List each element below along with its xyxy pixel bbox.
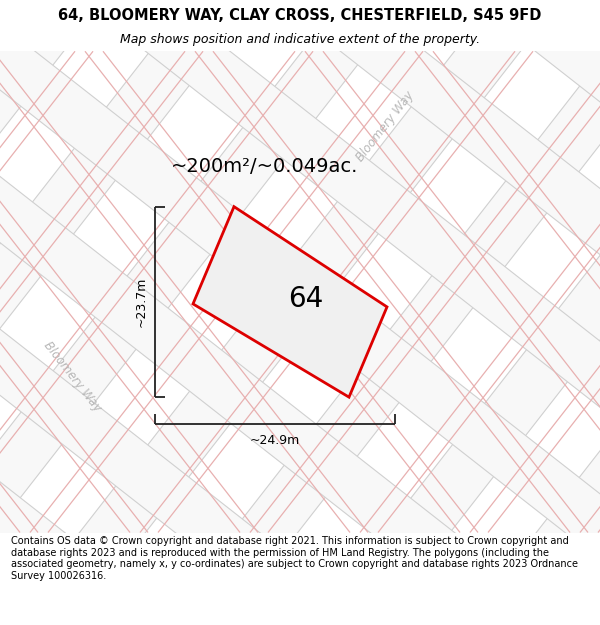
Polygon shape <box>286 142 600 625</box>
Text: 64, BLOOMERY WAY, CLAY CROSS, CHESTERFIELD, S45 9FD: 64, BLOOMERY WAY, CLAY CROSS, CHESTERFIE… <box>58 8 542 23</box>
Text: ~24.9m: ~24.9m <box>250 434 300 447</box>
Polygon shape <box>0 278 449 625</box>
Polygon shape <box>193 207 387 397</box>
Polygon shape <box>0 183 523 625</box>
Text: Contains OS data © Crown copyright and database right 2021. This information is : Contains OS data © Crown copyright and d… <box>11 536 578 581</box>
Polygon shape <box>0 88 597 625</box>
Text: Bloomery Way: Bloomery Way <box>353 89 416 164</box>
Polygon shape <box>191 69 600 625</box>
Text: ~23.7m: ~23.7m <box>134 277 148 327</box>
Text: Bloomery Way: Bloomery Way <box>41 339 103 415</box>
Text: ~200m²/~0.049ac.: ~200m²/~0.049ac. <box>172 157 359 176</box>
Text: Map shows position and indicative extent of the property.: Map shows position and indicative extent… <box>120 34 480 46</box>
Text: 64: 64 <box>288 284 323 312</box>
Polygon shape <box>0 0 314 441</box>
Polygon shape <box>151 0 600 306</box>
Polygon shape <box>77 0 600 401</box>
Polygon shape <box>3 0 600 496</box>
Polygon shape <box>0 0 409 515</box>
Polygon shape <box>0 0 600 590</box>
Polygon shape <box>0 0 503 589</box>
Polygon shape <box>97 0 600 625</box>
